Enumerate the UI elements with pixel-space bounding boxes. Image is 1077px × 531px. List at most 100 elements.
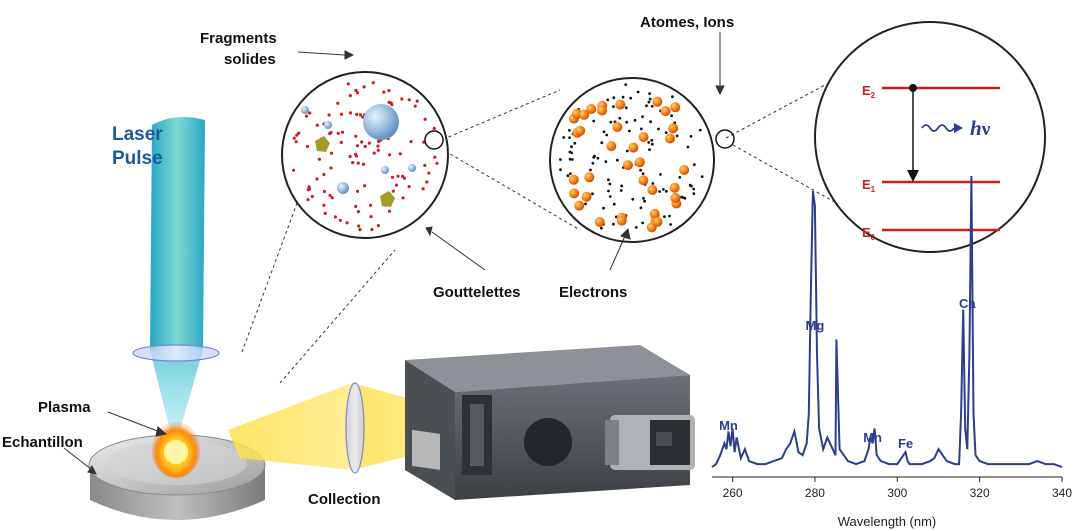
- electron-dot: [355, 112, 359, 116]
- atom: [581, 191, 592, 202]
- peak-label: Fe: [898, 436, 913, 451]
- electron-dot: [339, 112, 343, 116]
- x-tick-label: 300: [887, 486, 907, 500]
- electron-dot: [310, 194, 314, 199]
- electron-dot: [400, 97, 404, 101]
- electron-dot: [336, 101, 340, 105]
- electron-dot: [338, 218, 342, 222]
- spectrum-chart: 260 280 300 320 340 Mn Mg Mn Fe Ca Wavelength (n…: [711, 175, 1072, 529]
- label-e0: E0: [862, 225, 876, 242]
- photon-label: hν: [970, 116, 991, 140]
- electron-dot: [650, 142, 654, 146]
- label-atoms-ions: Atomes, Ions: [640, 14, 734, 31]
- label-fragments-line2: solides: [224, 51, 276, 68]
- electron-dot: [606, 98, 610, 102]
- electron-dot: [651, 182, 655, 185]
- electron-dot: [618, 116, 622, 120]
- atom: [670, 192, 681, 203]
- electron-dot: [620, 184, 624, 188]
- atom: [647, 185, 658, 195]
- electron-dot: [387, 209, 391, 213]
- electron-dot: [322, 189, 326, 194]
- electron-dot: [355, 144, 360, 148]
- electron-dot: [686, 145, 690, 149]
- electron-dot: [382, 90, 386, 94]
- electron-dot: [305, 144, 309, 149]
- electron-dot: [315, 123, 319, 127]
- electron-dot: [291, 168, 296, 172]
- electron-dot: [568, 150, 572, 154]
- electron-dot: [398, 152, 402, 156]
- electron-dot: [413, 104, 417, 108]
- atom: [670, 102, 681, 113]
- electron-dot: [322, 203, 326, 207]
- atom: [638, 132, 649, 142]
- electron-dot: [661, 188, 665, 191]
- electron-dot: [362, 85, 366, 89]
- electron-dot: [589, 168, 592, 172]
- electron-dot: [671, 95, 674, 99]
- atom: [586, 104, 597, 114]
- electron-dot: [425, 180, 429, 184]
- peak-label: Mg: [806, 318, 825, 333]
- zoom-source-ring: [424, 130, 444, 150]
- electron-dot: [358, 228, 362, 232]
- electron-dot: [663, 215, 666, 219]
- droplet: [301, 106, 309, 114]
- electron-dot: [621, 95, 625, 99]
- electron-dot: [625, 120, 629, 124]
- electron-dot: [624, 83, 628, 86]
- electron-dot: [328, 193, 332, 198]
- atom: [612, 122, 623, 132]
- zoom-circle-fragments: [281, 71, 449, 239]
- electron-dot: [664, 131, 668, 135]
- electron-dot: [596, 156, 600, 160]
- electron-dot: [605, 133, 609, 137]
- zoom-source-ring: [715, 129, 735, 149]
- label-laser-line2: Pulse: [112, 148, 163, 169]
- label-laser-line1: Laser: [112, 124, 163, 145]
- electron-dot: [570, 145, 573, 149]
- electron-dot: [432, 126, 436, 130]
- label-e2: E2: [862, 83, 876, 100]
- label-echantillon: Echantillon: [2, 434, 83, 451]
- atom: [568, 174, 579, 185]
- electron-dot: [292, 136, 296, 140]
- electron-dot: [592, 119, 596, 123]
- electron-dot: [604, 160, 608, 164]
- electron-dot: [692, 192, 696, 196]
- electron-dot: [294, 140, 298, 144]
- electron-dot: [602, 206, 605, 210]
- electron-dot: [591, 192, 594, 196]
- electron-dot: [608, 182, 612, 186]
- atom: [615, 99, 626, 110]
- droplet: [381, 166, 389, 174]
- electron-dot: [562, 136, 566, 139]
- electron-dot: [692, 163, 696, 167]
- electron-dot: [371, 81, 375, 85]
- atom: [638, 175, 649, 186]
- electron-dot: [356, 161, 360, 165]
- electron-dot: [336, 131, 340, 135]
- atom: [649, 208, 660, 219]
- electron-dot: [608, 195, 612, 198]
- electron-dot: [641, 221, 645, 225]
- electron-dot: [401, 196, 405, 200]
- droplet: [408, 164, 416, 172]
- electron-dot: [387, 89, 391, 93]
- atom: [668, 123, 679, 134]
- electron-dot: [650, 138, 654, 142]
- electron-dot: [354, 88, 358, 93]
- electron-dot: [629, 96, 633, 100]
- electron-dot: [354, 204, 358, 208]
- electron-dot: [330, 196, 334, 200]
- electron-dot: [633, 118, 637, 122]
- label-e1: E1: [862, 177, 876, 194]
- electron-dot: [625, 149, 629, 153]
- x-tick-label: 340: [1052, 486, 1072, 500]
- electron-dot: [340, 130, 345, 134]
- electron-dot: [570, 158, 574, 161]
- atom: [652, 216, 663, 227]
- electron-dot: [584, 202, 587, 206]
